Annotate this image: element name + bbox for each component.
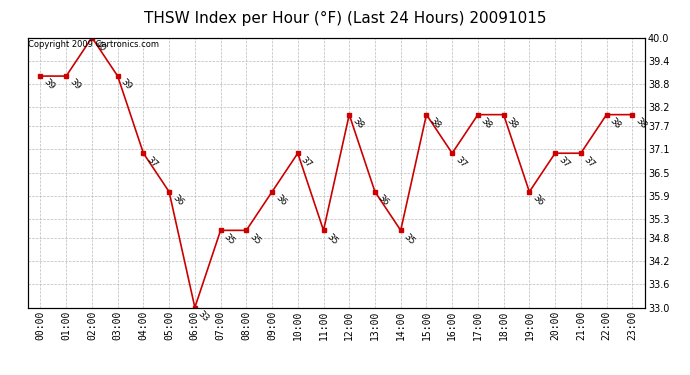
Text: 38: 38 (480, 116, 494, 130)
Text: 35: 35 (402, 232, 417, 246)
Text: 37: 37 (582, 154, 597, 169)
Text: 37: 37 (299, 154, 314, 169)
Text: THSW Index per Hour (°F) (Last 24 Hours) 20091015: THSW Index per Hour (°F) (Last 24 Hours)… (144, 11, 546, 26)
Text: 38: 38 (351, 116, 365, 130)
Text: 36: 36 (170, 193, 185, 208)
Text: 39: 39 (42, 78, 57, 92)
Text: 37: 37 (145, 154, 159, 169)
Text: 37: 37 (453, 154, 468, 169)
Text: 36: 36 (376, 193, 391, 208)
Text: 39: 39 (119, 78, 134, 92)
Text: 38: 38 (633, 116, 648, 130)
Text: 35: 35 (222, 232, 237, 246)
Text: 38: 38 (505, 116, 520, 130)
Text: Copyright 2009 Cartronics.com: Copyright 2009 Cartronics.com (28, 40, 159, 49)
Text: 40: 40 (93, 39, 108, 53)
Text: 37: 37 (556, 154, 571, 169)
Text: 35: 35 (325, 232, 339, 246)
Text: 36: 36 (273, 193, 288, 208)
Text: 35: 35 (248, 232, 262, 246)
Text: 36: 36 (531, 193, 545, 208)
Text: 38: 38 (608, 116, 622, 130)
Text: 33: 33 (196, 309, 210, 323)
Text: 39: 39 (68, 78, 82, 92)
Text: 38: 38 (428, 116, 442, 130)
